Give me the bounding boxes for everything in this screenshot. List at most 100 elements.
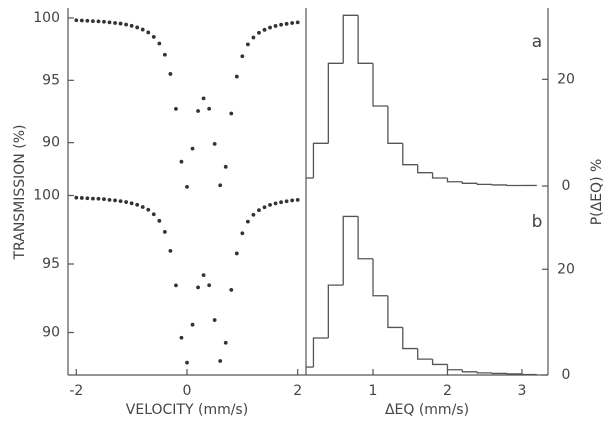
histogram-bin — [387, 106, 403, 144]
data-point — [113, 198, 117, 203]
y-tick-label: 100 — [33, 10, 60, 26]
histogram-bin — [521, 373, 537, 376]
data-point — [284, 199, 289, 204]
data-point — [229, 111, 234, 116]
data-point — [157, 218, 162, 223]
data-point — [124, 22, 129, 27]
histogram-bin — [402, 143, 418, 166]
data-point — [229, 288, 234, 292]
data-point — [190, 322, 195, 327]
data-point — [279, 22, 283, 27]
histogram-bin — [431, 172, 448, 179]
data-point — [91, 196, 95, 201]
data-point — [196, 109, 200, 113]
data-point — [174, 106, 178, 111]
data-point — [85, 18, 90, 23]
data-point — [118, 21, 123, 26]
y-tick-label: 0 — [562, 178, 571, 194]
histogram-bin — [491, 184, 508, 186]
x-tick-label: 0 — [183, 383, 192, 399]
panel-label: a — [532, 32, 542, 52]
data-point — [251, 212, 256, 217]
data-point — [273, 24, 278, 28]
y-tick-label: 90 — [42, 325, 60, 341]
data-point — [218, 359, 223, 363]
data-point — [201, 273, 206, 277]
data-point — [96, 196, 101, 201]
panel-label: b — [532, 212, 543, 232]
data-point — [290, 198, 295, 203]
data-point — [79, 196, 84, 200]
data-point — [124, 200, 129, 204]
histogram-bin — [402, 327, 418, 350]
data-point — [140, 205, 145, 209]
y-tick-label: 100 — [33, 187, 60, 203]
data-point — [290, 21, 295, 25]
histogram-bin — [461, 369, 478, 373]
data-point — [257, 30, 261, 35]
histogram-bin — [506, 184, 522, 187]
data-point — [157, 41, 162, 46]
data-point — [185, 184, 189, 189]
y-tick-label: 20 — [557, 261, 575, 277]
data-point — [212, 141, 217, 146]
histogram-bin — [491, 372, 508, 375]
data-point — [190, 146, 195, 151]
data-point — [107, 20, 112, 25]
data-point — [262, 27, 267, 32]
data-point — [91, 19, 95, 23]
histogram-bin — [312, 337, 329, 368]
histogram-bin — [372, 63, 388, 107]
data-point — [234, 251, 239, 256]
data-point — [240, 231, 245, 236]
data-point — [151, 35, 156, 39]
data-point — [273, 201, 278, 206]
histogram-bin — [461, 181, 478, 184]
data-point — [107, 197, 112, 202]
histogram-bin — [431, 359, 448, 366]
data-point — [207, 106, 212, 111]
data-point — [174, 283, 178, 288]
data-point — [162, 230, 167, 234]
data-point — [240, 54, 245, 59]
data-point — [85, 196, 90, 201]
data-point — [262, 205, 267, 210]
data-point — [135, 25, 140, 30]
data-point — [207, 283, 212, 288]
histogram-bin — [446, 364, 463, 371]
histogram-bin — [357, 15, 374, 64]
data-point — [279, 200, 283, 205]
y-tick-label: 0 — [562, 367, 571, 383]
data-point — [185, 360, 189, 365]
data-point — [168, 72, 173, 76]
x-tick-label: -2 — [69, 383, 83, 399]
data-point — [140, 27, 145, 32]
data-point — [268, 25, 272, 30]
data-point — [129, 23, 134, 28]
data-point — [146, 30, 151, 35]
data-point — [151, 212, 156, 217]
data-point — [257, 208, 261, 213]
data-point — [234, 74, 239, 79]
data-point — [102, 19, 106, 24]
x-tick-label: 1 — [369, 383, 378, 399]
data-point — [74, 18, 79, 23]
histogram-bin — [476, 183, 493, 186]
data-point — [179, 335, 184, 340]
data-point — [79, 18, 84, 23]
histogram-bin — [417, 164, 433, 174]
histogram-bin — [342, 14, 359, 64]
y-axis-label: P(ΔEQ) % — [589, 159, 605, 226]
y-tick-label: 95 — [42, 72, 60, 88]
histogram-bin — [446, 178, 463, 183]
y-axis-label: TRANSMISSION (%) — [12, 125, 28, 261]
data-point — [118, 199, 123, 204]
histogram-bin — [372, 258, 388, 297]
data-point — [179, 159, 184, 164]
histogram-bin — [476, 371, 493, 374]
data-point — [196, 285, 200, 290]
y-tick-label: 90 — [42, 135, 60, 151]
data-point — [168, 248, 173, 253]
data-point — [102, 197, 106, 202]
data-point — [295, 20, 300, 25]
